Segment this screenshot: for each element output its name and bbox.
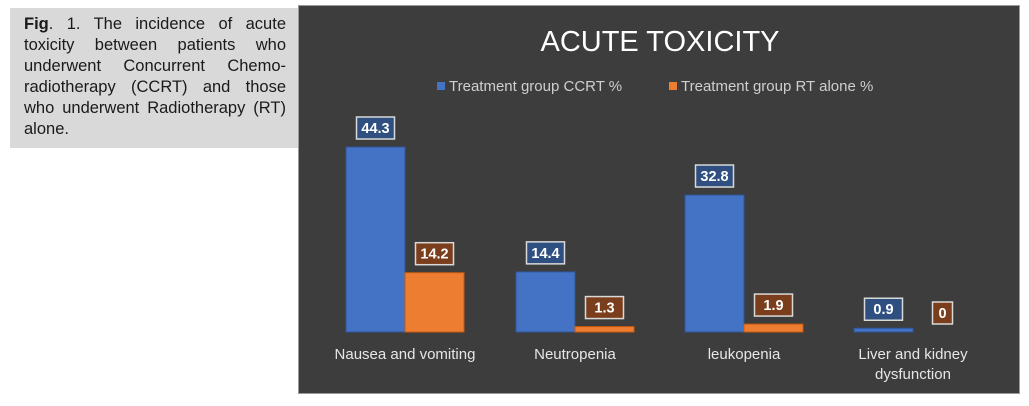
legend-swatch-1 (437, 82, 445, 90)
category-label: Neutropenia (534, 346, 616, 363)
data-label: 0.9 (873, 302, 893, 318)
bar-ccrt-4 (853, 327, 914, 333)
bar-ccrt-1 (345, 146, 406, 333)
data-label: 14.2 (420, 247, 448, 263)
data-label: 44.3 (361, 121, 389, 137)
bar-rt-3 (743, 323, 804, 333)
chart-legend: Treatment group CCRT % Treatment group RT… (437, 78, 873, 95)
data-label-box (355, 116, 396, 140)
figure-caption: Fig. 1. The incidence of acute toxicity … (10, 8, 298, 148)
data-label: 14.4 (531, 246, 559, 262)
category-labels-group: Nausea and vomiting Neutropenia leukopenia… (335, 346, 969, 383)
chart-panel: ACUTE TOXICITY Treatment group CCRT % Tre… (298, 5, 1020, 394)
data-label-box (584, 295, 625, 320)
bar-rt-2 (574, 326, 635, 333)
data-label-box (414, 241, 455, 266)
category-label: Liver and kidney (858, 346, 968, 363)
caption-fig-label: Fig (24, 15, 49, 33)
data-label-box (931, 301, 954, 325)
bar-ccrt-3 (684, 194, 745, 333)
data-label-box (694, 164, 735, 188)
data-label-box (753, 293, 794, 317)
data-label: 0 (938, 306, 946, 322)
data-label: 1.9 (763, 298, 783, 314)
data-label: 32.8 (700, 169, 728, 185)
bars-group (345, 146, 914, 333)
legend-label-1: Treatment group CCRT % (449, 78, 622, 95)
data-labels-group: 44.3 14.2 14.4 1.3 32.8 1.9 0.9 0 (355, 116, 954, 325)
bar-rt-1 (404, 272, 465, 333)
category-label: dysfunction (875, 366, 951, 383)
legend-label-2: Treatment group RT alone % (681, 78, 873, 95)
data-label-box (525, 241, 566, 265)
category-label: Nausea and vomiting (335, 346, 476, 363)
legend-swatch-2 (669, 82, 677, 90)
data-label-box (863, 297, 904, 321)
category-label: leukopenia (708, 346, 781, 363)
caption-text: The incidence of acute toxicity between … (24, 15, 286, 138)
bar-ccrt-2 (515, 271, 576, 333)
chart-title: ACUTE TOXICITY (540, 26, 779, 58)
bar-chart: ACUTE TOXICITY Treatment group CCRT % Tre… (335, 26, 969, 383)
data-label: 1.3 (594, 301, 614, 317)
caption-number: . 1. (48, 15, 81, 33)
